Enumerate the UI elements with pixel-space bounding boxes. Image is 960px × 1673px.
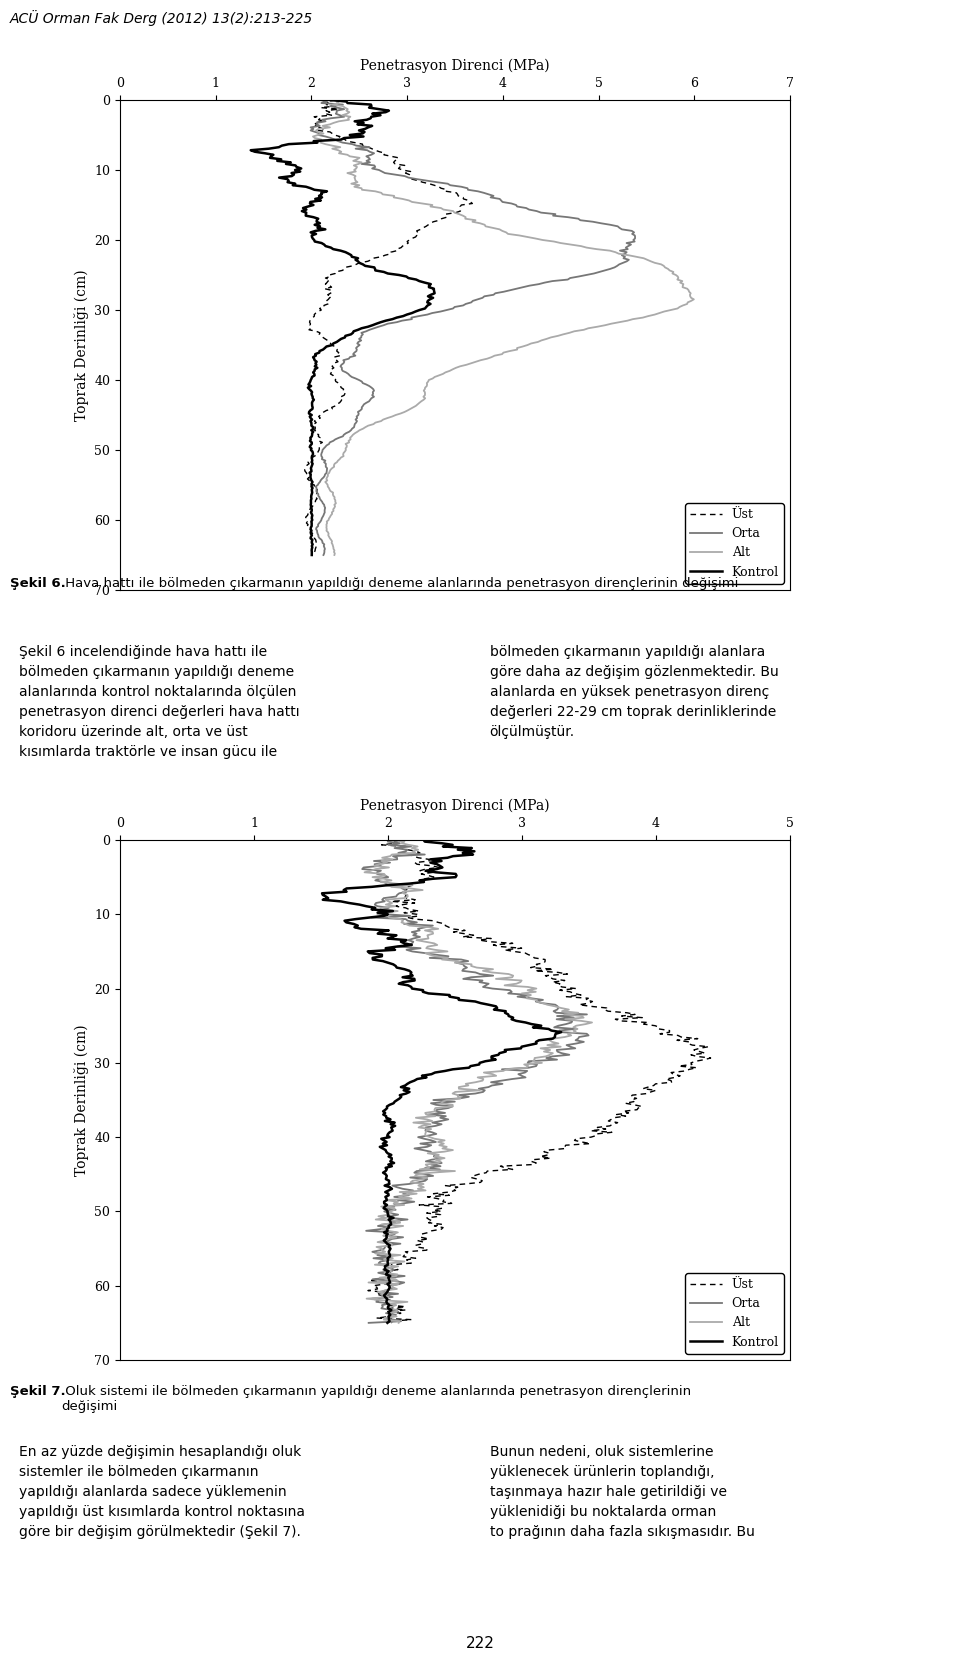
Text: bölmeden çıkarmanın yapıldığı alanlara
göre daha az değişim gözlenmektedir. Bu
a: bölmeden çıkarmanın yapıldığı alanlara g… — [490, 646, 779, 739]
Text: Şekil 6.: Şekil 6. — [10, 577, 65, 591]
X-axis label: Penetrasyon Direnci (MPa): Penetrasyon Direnci (MPa) — [360, 59, 550, 74]
Y-axis label: Toprak Derinliği (cm): Toprak Derinliği (cm) — [74, 269, 88, 422]
Text: 222: 222 — [466, 1636, 494, 1651]
Text: En az yüzde değişimin hesaplandığı oluk
sistemler ile bölmeden çıkarmanın
yapıld: En az yüzde değişimin hesaplandığı oluk … — [19, 1445, 305, 1539]
Text: ACÜ Orman Fak Derg (2012) 13(2):213-225: ACÜ Orman Fak Derg (2012) 13(2):213-225 — [10, 10, 313, 27]
Text: Şekil 7.: Şekil 7. — [10, 1385, 65, 1399]
Text: Şekil 6 incelendiğinde hava hattı ile
bölmeden çıkarmanın yapıldığı deneme
alanl: Şekil 6 incelendiğinde hava hattı ile bö… — [19, 646, 300, 760]
Y-axis label: Toprak Derinliği (cm): Toprak Derinliği (cm) — [74, 1024, 88, 1176]
Text: Bunun nedeni, oluk sistemlerine
yüklenecek ürünlerin toplandığı,
taşınmaya hazır: Bunun nedeni, oluk sistemlerine yüklenec… — [490, 1445, 755, 1539]
Legend: Üst, Orta, Alt, Kontrol: Üst, Orta, Alt, Kontrol — [685, 504, 783, 584]
X-axis label: Penetrasyon Direnci (MPa): Penetrasyon Direnci (MPa) — [360, 800, 550, 813]
Legend: Üst, Orta, Alt, Kontrol: Üst, Orta, Alt, Kontrol — [685, 1273, 783, 1353]
Text: Oluk sistemi ile bölmeden çıkarmanın yapıldığı deneme alanlarında penetrasyon di: Oluk sistemi ile bölmeden çıkarmanın yap… — [61, 1385, 691, 1414]
Text: Hava hattı ile bölmeden çıkarmanın yapıldığı deneme alanlarında penetrasyon dire: Hava hattı ile bölmeden çıkarmanın yapıl… — [61, 577, 738, 591]
